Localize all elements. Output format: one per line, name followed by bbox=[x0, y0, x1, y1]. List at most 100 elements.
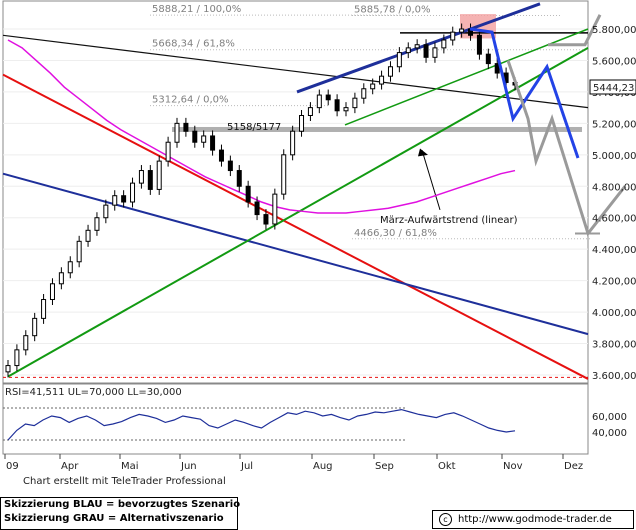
y-tick-label: 4.400,00 bbox=[592, 245, 636, 256]
candle-body bbox=[58, 272, 64, 285]
candle-body bbox=[405, 47, 411, 54]
fib-level-label: 5885,78 / 0,0% bbox=[354, 5, 430, 16]
candle-body bbox=[245, 185, 251, 203]
candle-body bbox=[290, 130, 296, 156]
x-axis: 09 Apr Mai Jun Jul Aug Sep Okt Nov Dez bbox=[4, 454, 583, 472]
x-tick-label: Sep bbox=[375, 461, 394, 472]
y-tick-label: 3.600,00 bbox=[592, 371, 636, 382]
candle-body bbox=[396, 52, 402, 68]
candle-body bbox=[32, 317, 38, 337]
candle-body bbox=[281, 154, 287, 195]
candle-body bbox=[299, 115, 305, 132]
fib-level-label: 5312,64 / 0,0% bbox=[152, 95, 228, 106]
blue-scenario-path bbox=[469, 27, 580, 159]
annotation-arrow-head bbox=[418, 148, 428, 157]
candle-body bbox=[103, 204, 109, 219]
fib-level-label: 5668,34 / 61,8% bbox=[152, 39, 235, 50]
trend-annotation: März-Aufwärtstrend (linear) bbox=[380, 215, 518, 226]
x-tick-label: 09 bbox=[6, 461, 19, 472]
x-tick-label: Mai bbox=[121, 461, 139, 472]
legend-gray: Skizzierung GRAU = Alternativszenario bbox=[4, 513, 224, 524]
candle-body bbox=[5, 365, 11, 373]
x-tick-label: Dez bbox=[564, 461, 583, 472]
candle-body bbox=[476, 34, 482, 55]
moving-average-line bbox=[7, 39, 516, 214]
candle-body bbox=[23, 335, 29, 351]
candle-body bbox=[156, 160, 162, 190]
x-tick-label: Okt bbox=[438, 461, 456, 472]
gray-scenario-top bbox=[548, 14, 602, 47]
candle-body bbox=[165, 141, 171, 162]
candle-body bbox=[174, 122, 180, 143]
candle-body bbox=[485, 53, 491, 65]
rsi-label: RSI=41,511 UL=70,000 LL=30,000 bbox=[5, 387, 182, 398]
candle-body bbox=[272, 193, 278, 225]
x-tick-label: Jun bbox=[180, 461, 197, 472]
candle-body bbox=[352, 97, 358, 109]
candle-body bbox=[361, 88, 367, 99]
y-tick-label: 5.000,00 bbox=[592, 151, 636, 162]
candle-body bbox=[316, 94, 322, 109]
candle-body bbox=[459, 28, 465, 33]
candle-body bbox=[138, 170, 144, 184]
scenario-legend: Skizzierung BLAU = bevorzugtes Szenario … bbox=[0, 497, 240, 530]
y-tick-label: 4.600,00 bbox=[592, 214, 636, 225]
x-tick-label: Apr bbox=[61, 461, 79, 472]
x-tick-label: Jul bbox=[240, 461, 253, 472]
candle-body bbox=[370, 83, 376, 90]
rsi-tick-label: 40,000 bbox=[592, 428, 627, 439]
candle-body bbox=[423, 44, 429, 58]
candle-body bbox=[192, 130, 198, 143]
candle-body bbox=[263, 214, 269, 225]
candle-body bbox=[67, 261, 73, 274]
credit-box[interactable]: c http://www.godmode-trader.de bbox=[432, 510, 634, 529]
candle-body bbox=[49, 283, 55, 301]
candlestick-series bbox=[5, 23, 518, 378]
rsi-line bbox=[7, 408, 516, 441]
candle-body bbox=[76, 240, 82, 263]
y-tick-label: 4.200,00 bbox=[592, 277, 636, 288]
main-plot-frame bbox=[2, 0, 589, 384]
support-zone bbox=[172, 126, 582, 132]
green-uptrend-line bbox=[7, 47, 589, 378]
y-tick-label: 5.800,00 bbox=[592, 25, 636, 36]
rsi-panel: 60,000 40,000 bbox=[3, 407, 627, 441]
candle-body bbox=[254, 201, 260, 216]
green-channel-line bbox=[344, 28, 589, 126]
candle-body bbox=[494, 63, 500, 74]
candle-body bbox=[236, 170, 242, 187]
candle-body bbox=[387, 66, 393, 77]
candle-body bbox=[41, 299, 47, 319]
candle-body bbox=[85, 229, 91, 242]
x-tick-label: Nov bbox=[503, 461, 523, 472]
last-price-label: 5444,23 bbox=[593, 83, 634, 94]
candle-body bbox=[210, 135, 216, 151]
y-tick-label: 4.800,00 bbox=[592, 182, 636, 193]
candle-body bbox=[450, 31, 456, 41]
candle-body bbox=[94, 217, 100, 231]
y-tick-label: 3.800,00 bbox=[592, 340, 636, 351]
candle-body bbox=[183, 122, 189, 132]
candle-body bbox=[432, 47, 438, 58]
rsi-plot-frame bbox=[2, 383, 589, 455]
blue-downtrend-line bbox=[2, 172, 589, 336]
candle-body bbox=[325, 94, 331, 101]
candle-body bbox=[14, 349, 20, 367]
fib-level-label: 5888,21 / 100,0% bbox=[152, 4, 241, 15]
annotation-arrow bbox=[421, 149, 441, 211]
x-tick-label: Aug bbox=[313, 461, 333, 472]
fib-level-label: 4466,30 / 61,8% bbox=[354, 228, 437, 239]
red-downtrend-line bbox=[2, 73, 589, 380]
candle-body bbox=[147, 170, 153, 190]
candle-body bbox=[201, 135, 207, 143]
charted-with-note: Chart erstellt mit TeleTrader Profession… bbox=[23, 476, 226, 487]
candle-body bbox=[343, 107, 349, 112]
candle-body bbox=[379, 75, 385, 85]
candle-body bbox=[218, 149, 224, 162]
support-zone-label: 5158/5177 bbox=[227, 122, 281, 133]
rsi-tick-label: 60,000 bbox=[592, 412, 627, 423]
credit-link[interactable]: http://www.godmode-trader.de bbox=[458, 514, 612, 525]
candle-body bbox=[441, 39, 447, 49]
candle-body bbox=[307, 107, 313, 116]
